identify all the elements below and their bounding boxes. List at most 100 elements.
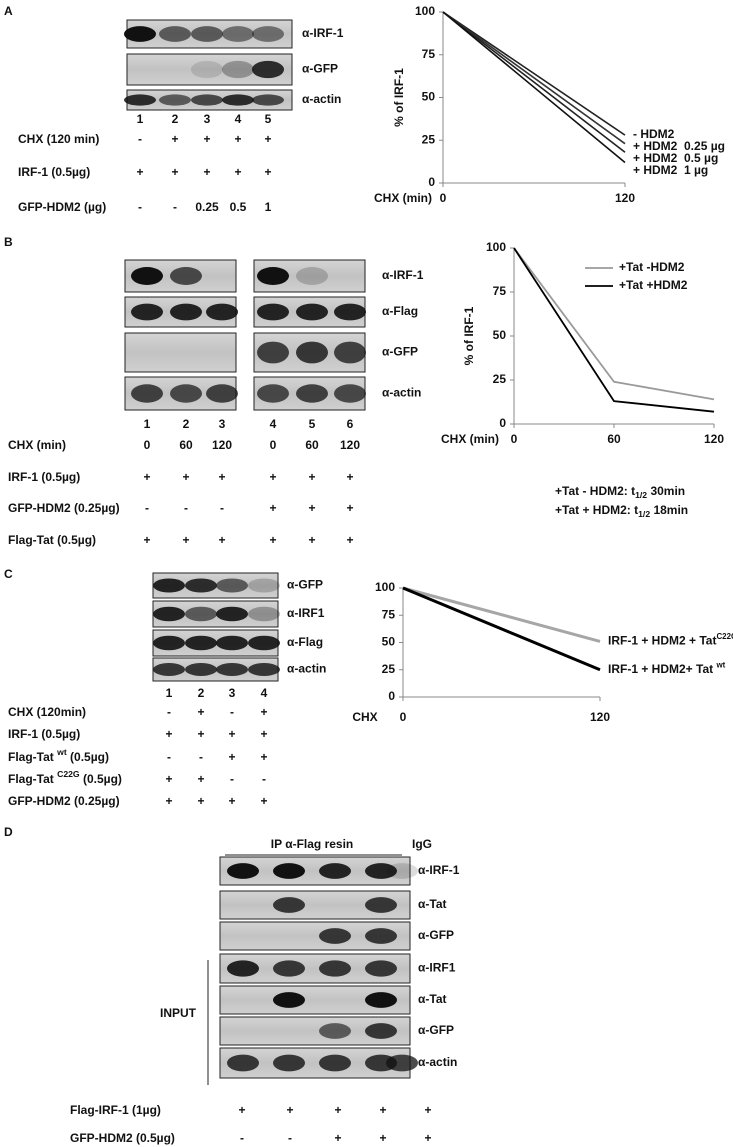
condition-value: +	[165, 727, 172, 741]
condition-value: 0	[270, 438, 277, 452]
blot-label: α-GFP	[382, 345, 418, 359]
lane-number: 1	[144, 417, 151, 431]
condition-value: +	[203, 132, 210, 146]
blot-band	[257, 384, 289, 403]
condition-label: CHX (120 min)	[18, 132, 99, 146]
blot-band	[365, 928, 397, 944]
blot-label: α-GFP	[418, 1023, 454, 1037]
legend-entry: + HDM2 0.5 µg	[633, 151, 718, 165]
blot-band	[252, 94, 284, 106]
lane-number: 4	[261, 686, 268, 700]
blot-label: α-IRF1	[418, 961, 456, 975]
condition-label: Flag-Tat (0.5µg)	[8, 533, 96, 547]
blot-band	[273, 1054, 305, 1072]
series-line	[402, 586, 601, 643]
condition-value: -	[199, 750, 203, 764]
blot-band	[170, 267, 202, 285]
condition-value: +	[308, 501, 315, 515]
condition-label-part: Flag-IRF-1 (1µg)	[70, 1103, 161, 1117]
condition-value: -	[220, 501, 224, 515]
blot-band	[386, 863, 418, 879]
legend-entry-part: + HDM2 0.5 µg	[633, 151, 718, 165]
half-life-note-part: +Tat + HDM2: t	[555, 503, 638, 517]
blot-band	[153, 663, 185, 676]
condition-label-part: Flag-Tat	[8, 750, 57, 764]
legend-entry: IRF-1 + HDM2+ Tat wt	[608, 660, 726, 675]
blot-band	[296, 341, 328, 364]
y-tick-label: 100	[486, 240, 506, 254]
blot-label: α-GFP	[302, 62, 338, 76]
blot-band	[185, 578, 217, 593]
blot-band	[153, 578, 185, 593]
blot-band	[248, 635, 280, 651]
condition-value: +	[143, 470, 150, 484]
condition-value: -	[288, 1131, 292, 1145]
blot-band	[365, 960, 397, 977]
condition-label-part: CHX (min)	[8, 438, 66, 452]
input-label: INPUT	[160, 1006, 197, 1020]
y-tick-label: 50	[422, 90, 436, 104]
series-line	[442, 11, 626, 153]
blot-band	[153, 635, 185, 651]
y-tick-label: 100	[415, 4, 435, 18]
y-tick-label: 25	[422, 132, 436, 146]
legend-entry-part: + HDM2 1 µg	[633, 163, 708, 177]
panel-letter: B	[4, 235, 13, 249]
y-axis-label: % of IRF-1	[462, 306, 476, 365]
legend-entry-part: + HDM2 0.25 µg	[633, 139, 725, 153]
half-life-note-part: 18min	[650, 503, 688, 517]
lane-number: 4	[270, 417, 277, 431]
condition-value: -	[138, 200, 142, 214]
blot-band	[185, 635, 217, 651]
y-tick-label: 75	[493, 284, 507, 298]
condition-label: CHX (min)	[8, 438, 66, 452]
condition-value: -	[262, 772, 266, 786]
legend-entry-part: - HDM2	[633, 127, 675, 141]
blot-label: α-GFP	[287, 578, 323, 592]
blot-band	[222, 26, 254, 42]
blot-band	[365, 1023, 397, 1039]
y-tick-label: 0	[428, 175, 435, 189]
control-label: IgG	[412, 837, 432, 851]
condition-value: 120	[212, 438, 232, 452]
blot-band	[185, 663, 217, 676]
lane-number: 2	[183, 417, 190, 431]
condition-value: +	[228, 794, 235, 808]
condition-label: GFP-HDM2 (0.25µg)	[8, 794, 120, 808]
y-tick-label: 25	[493, 372, 507, 386]
condition-value: +	[334, 1103, 341, 1117]
condition-value: +	[197, 727, 204, 741]
condition-value: -	[138, 132, 142, 146]
lane-number: 3	[229, 686, 236, 700]
condition-value: +	[218, 470, 225, 484]
condition-value: +	[379, 1103, 386, 1117]
blot-band	[191, 26, 223, 42]
condition-value: +	[171, 165, 178, 179]
blot-label: α-GFP	[418, 928, 454, 942]
panel-letter: A	[4, 4, 13, 18]
blot-band	[153, 606, 185, 622]
lane-number: 3	[204, 112, 211, 126]
condition-label: GFP-HDM2 (µg)	[18, 200, 106, 214]
condition-value: +	[136, 165, 143, 179]
condition-value: +	[264, 165, 271, 179]
condition-value: +	[228, 727, 235, 741]
blot-band	[191, 60, 223, 79]
x-axis-label: CHX (min)	[441, 432, 499, 446]
legend-entry: +Tat +HDM2	[619, 278, 688, 292]
condition-label-part: GFP-HDM2 (0.25µg)	[8, 501, 120, 515]
blot-band	[170, 303, 202, 321]
condition-value: +	[182, 470, 189, 484]
condition-value: +	[143, 533, 150, 547]
condition-label: CHX (120min)	[8, 705, 86, 719]
x-tick-label: 120	[704, 432, 724, 446]
blot-band	[257, 303, 289, 321]
condition-label-part: C22G	[57, 769, 80, 779]
condition-value: +	[346, 470, 353, 484]
blot-label: α-Tat	[418, 897, 446, 911]
panel-letter: D	[4, 825, 13, 839]
condition-value: +	[234, 132, 241, 146]
condition-value: +	[260, 705, 267, 719]
condition-value: +	[234, 165, 241, 179]
